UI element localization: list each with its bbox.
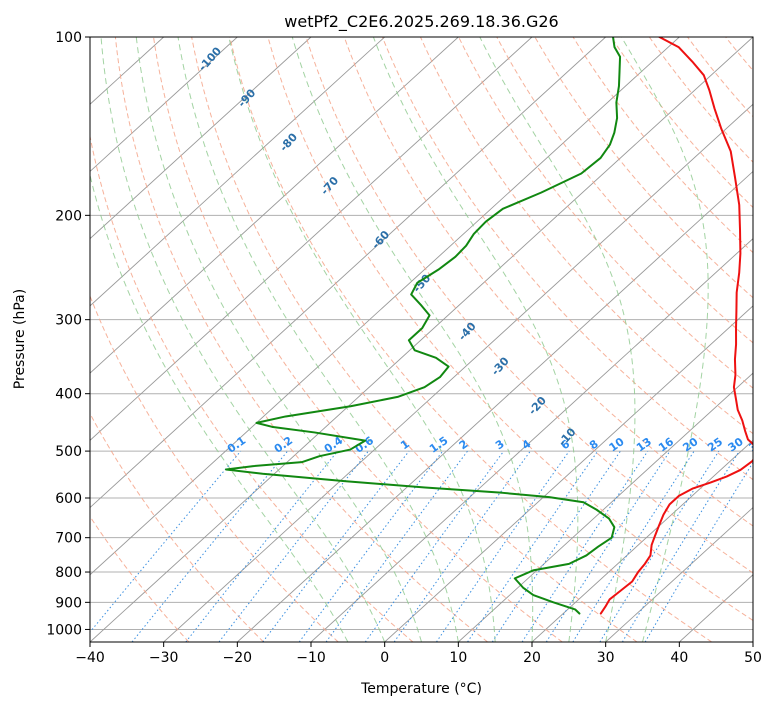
x-tick-label: −20 [223, 650, 253, 666]
y-tick-label: 100 [55, 30, 82, 46]
y-tick-label: 400 [55, 387, 82, 403]
y-axis-label: Pressure (hPa) [12, 289, 28, 389]
x-tick-label: 0 [380, 650, 389, 666]
x-tick-label: 40 [670, 650, 688, 666]
x-axis-label: Temperature (°C) [360, 681, 482, 697]
x-tick-label: −30 [149, 650, 179, 666]
y-tick-label: 200 [55, 208, 82, 224]
x-tick-label: 50 [744, 650, 762, 666]
x-tick-label: −10 [296, 650, 326, 666]
y-tick-label: 900 [55, 595, 82, 611]
x-tick-label: 10 [449, 650, 467, 666]
chart-title: wetPf2_C2E6.2025.269.18.36.G26 [284, 12, 558, 32]
x-tick-label: −40 [75, 650, 105, 666]
x-tick-label: 30 [597, 650, 615, 666]
y-tick-label: 1000 [46, 622, 82, 638]
y-tick-label: 800 [55, 565, 82, 581]
y-tick-label: 500 [55, 444, 82, 460]
y-tick-label: 700 [55, 531, 82, 547]
y-tick-label: 300 [55, 313, 82, 329]
x-tick-label: 20 [523, 650, 541, 666]
y-tick-label: 600 [55, 491, 82, 507]
